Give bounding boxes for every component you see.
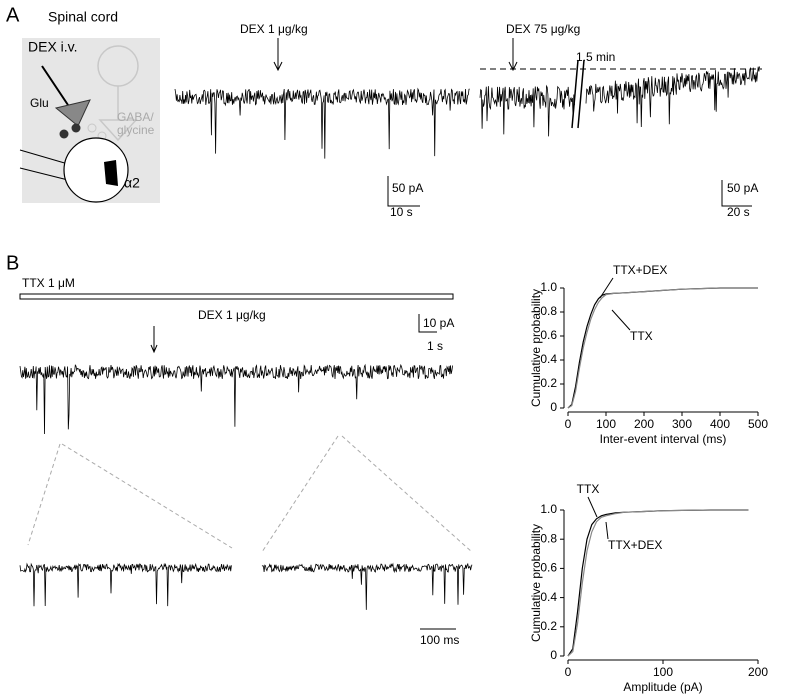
y-tick-label: 1.0: [540, 280, 557, 294]
drug-label: DEX 1 μg/kg: [198, 308, 266, 322]
series-label: TTX: [630, 329, 653, 343]
y-tick-label: 0.2: [540, 619, 557, 633]
scale-bar: [418, 314, 437, 333]
panel-title: Spinal cord: [48, 9, 118, 25]
x-tick-label: 200: [634, 417, 654, 431]
arrow: [508, 38, 518, 72]
scale-label: 1 s: [427, 339, 443, 353]
cell-label: glycine: [117, 123, 155, 137]
application-bar: [19, 293, 454, 300]
cdf-line: [567, 509, 749, 657]
cdf-line: [567, 287, 758, 409]
y-tick-label: 0.6: [540, 561, 557, 575]
scale-label: 50 pA: [727, 181, 758, 195]
drug-label: DEX 75 μg/kg: [506, 22, 580, 36]
x-tick-label: 200: [748, 665, 768, 679]
label-arrow: [599, 277, 614, 299]
series-label: TTX+DEX: [613, 263, 667, 277]
label-arrow: [605, 521, 609, 540]
scale-bar: [387, 176, 420, 207]
x-tick-label: 400: [710, 417, 730, 431]
y-tick-label: 0: [550, 400, 557, 414]
x-axis-label: Inter-event interval (ms): [600, 432, 727, 446]
y-tick-label: 0.4: [540, 352, 557, 366]
trace: [19, 562, 232, 607]
arrow: [273, 38, 283, 72]
x-tick-label: 0: [565, 665, 572, 679]
cell-label: GABA/: [117, 110, 154, 124]
x-tick-label: 100: [596, 417, 616, 431]
y-tick-label: 0.2: [540, 376, 557, 390]
y-tick-label: 0.8: [540, 531, 557, 545]
scale-label: 10 pA: [423, 316, 454, 330]
cell-label: Glu: [30, 96, 49, 110]
drug-label: DEX 1 μg/kg: [240, 22, 308, 36]
y-tick-label: 0.6: [540, 328, 557, 342]
cdf-line: [567, 509, 749, 657]
label-arrow: [587, 496, 598, 518]
scale-label: 10 s: [390, 205, 413, 219]
gap-label: 1.5 min: [576, 50, 615, 64]
x-tick-label: 500: [748, 417, 768, 431]
x-tick-label: 300: [672, 417, 692, 431]
trace: [479, 84, 575, 137]
scale-label: 50 pA: [392, 181, 423, 195]
y-tick-label: 0.8: [540, 304, 557, 318]
scale-label: 100 ms: [420, 633, 459, 647]
schematic: [19, 45, 139, 203]
trace: [585, 66, 760, 128]
x-tick-label: 100: [653, 665, 673, 679]
scale-bar: [721, 180, 752, 207]
bath-label: TTX 1 μM: [22, 276, 75, 290]
gap-mark: [571, 59, 585, 129]
y-tick-label: 0: [550, 648, 557, 662]
scale-label: 20 s: [727, 205, 750, 219]
y-axis-label: Cumulative probability: [529, 289, 543, 407]
panel-label: A: [6, 4, 20, 26]
trace: [174, 87, 470, 159]
series-label: TTX+DEX: [608, 538, 662, 552]
x-tick-label: 0: [565, 417, 572, 431]
y-tick-label: 0.4: [540, 590, 557, 604]
y-tick-label: 1.0: [540, 502, 557, 516]
y-axis-label: Cumulative probability: [529, 524, 543, 642]
panel-label: B: [6, 252, 19, 274]
zoom-lines: [27, 435, 473, 553]
arrow: [150, 326, 158, 354]
trace: [19, 363, 453, 435]
series-label: TTX: [577, 482, 600, 496]
route-label: DEX i.v.: [28, 39, 78, 55]
x-axis-label: Amplitude (pA): [623, 680, 702, 694]
label-arrow: [611, 309, 631, 331]
trace: [261, 562, 473, 610]
receptor-label: α2: [124, 175, 140, 191]
